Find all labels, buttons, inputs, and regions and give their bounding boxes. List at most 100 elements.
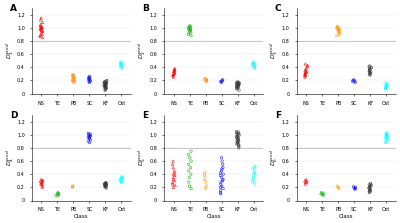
Point [368,182,374,186]
Point [169,181,176,184]
Point [185,33,192,36]
Point [382,87,389,91]
Point [350,185,357,188]
Point [335,186,341,189]
Point [85,132,92,135]
Point [217,191,224,194]
Point [187,27,194,30]
Point [203,79,210,83]
Point [118,62,124,65]
Point [102,84,109,87]
Point [302,72,308,76]
Point [352,186,359,189]
Point [367,186,373,189]
Point [188,149,194,153]
Point [218,180,224,184]
Point [103,184,110,187]
Point [367,73,373,77]
Point [236,145,242,148]
Point [235,137,242,140]
Point [367,71,374,75]
Point [118,179,125,183]
Point [86,75,92,79]
Point [382,137,389,140]
Point [234,80,241,84]
Point [70,75,76,78]
Point [234,138,241,141]
Point [236,83,242,86]
Point [70,185,76,188]
Point [220,187,226,190]
Point [70,73,76,76]
Point [86,141,93,145]
Point [233,83,240,87]
Point [102,185,108,188]
Point [334,25,341,29]
Point [219,79,225,83]
Point [236,82,242,85]
Point [383,132,389,135]
Point [367,188,373,191]
Point [366,71,373,74]
Point [318,191,325,194]
Point [218,192,224,196]
Point [249,62,256,65]
Point [186,27,192,31]
Point [320,192,326,195]
Point [171,70,177,74]
Point [251,64,258,68]
Point [101,182,108,186]
Y-axis label: $D_1^{pred}$: $D_1^{pred}$ [4,42,16,60]
Point [40,29,46,33]
Point [71,78,78,82]
Point [85,136,92,139]
Point [234,81,240,84]
Point [320,193,326,196]
Point [219,179,226,183]
Point [234,141,241,145]
Point [86,76,92,80]
Point [87,138,94,142]
Point [219,79,225,82]
Point [172,184,178,187]
Point [217,171,224,175]
X-axis label: Class: Class [74,214,89,219]
Point [187,166,194,169]
Point [384,83,390,87]
Point [383,83,390,86]
Point [70,184,76,188]
Point [352,187,358,190]
Point [54,192,61,195]
Point [252,182,258,186]
Point [203,78,210,82]
Point [188,31,194,35]
Point [220,163,226,166]
Point [39,26,45,30]
Point [384,131,390,134]
Point [170,74,176,78]
Point [102,183,108,186]
Point [250,178,256,181]
Point [119,177,125,181]
Point [102,186,109,189]
Point [252,165,258,168]
Point [368,66,375,70]
Point [39,36,46,39]
Point [366,185,373,188]
Point [366,69,372,72]
Point [171,71,178,75]
Point [334,25,340,28]
Point [170,73,176,77]
Point [235,138,242,142]
Point [101,83,108,86]
Point [87,135,93,138]
Point [251,63,257,66]
Point [103,181,109,184]
Point [304,180,310,183]
Point [188,187,194,190]
Text: C: C [275,4,281,13]
Point [219,159,225,163]
Point [234,87,240,90]
Point [234,85,240,89]
Point [53,194,59,197]
